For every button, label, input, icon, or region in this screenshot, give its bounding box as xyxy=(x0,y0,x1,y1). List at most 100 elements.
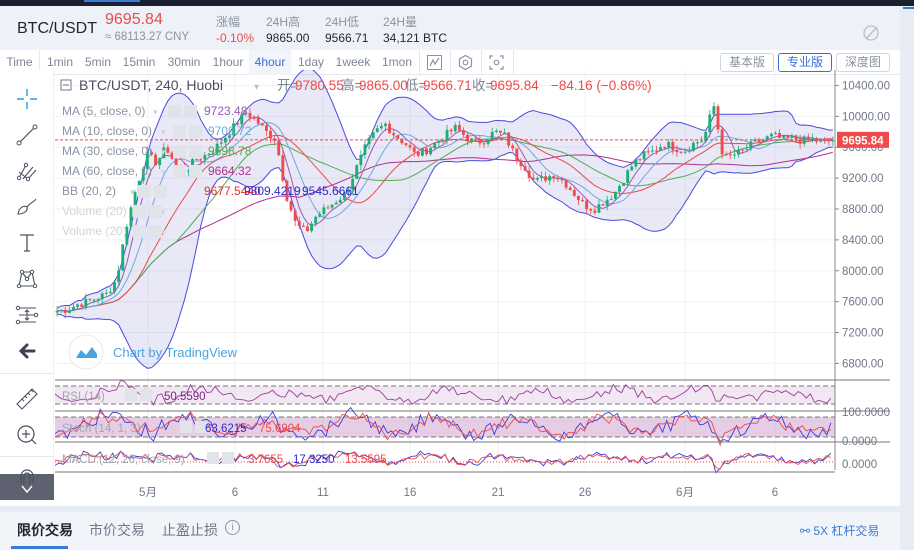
candles xyxy=(55,102,835,319)
indicator-value: 9677.5440 xyxy=(204,184,261,198)
candle-body xyxy=(663,147,667,149)
indicator-value: 9708.72 xyxy=(208,124,252,138)
candle-body xyxy=(667,142,671,148)
info-icon[interactable]: i xyxy=(225,520,240,535)
candle-body xyxy=(285,180,289,201)
interval-4hour[interactable]: 4hour xyxy=(249,50,291,75)
remove-close-icon[interactable] xyxy=(189,125,202,138)
chevron-down-icon: ▾ xyxy=(161,127,166,137)
settings-gear-icon[interactable] xyxy=(180,421,192,433)
fullscreen-icon[interactable] xyxy=(488,54,505,71)
settings-gear-icon[interactable] xyxy=(173,145,186,158)
interval-time[interactable]: Time xyxy=(6,55,33,69)
candle-body xyxy=(256,117,260,124)
collapse-legend-icon[interactable] xyxy=(60,79,72,91)
time-tick-label: 26 xyxy=(579,487,592,499)
gutter-accent xyxy=(903,7,914,9)
candle-body xyxy=(129,207,133,227)
pattern-tool[interactable] xyxy=(13,265,41,293)
remove-close-icon[interactable] xyxy=(149,205,162,218)
magnet-tool[interactable] xyxy=(13,467,41,495)
remove-close-icon[interactable] xyxy=(189,145,202,158)
remove-close-icon[interactable] xyxy=(154,185,167,198)
candle-body xyxy=(486,139,490,144)
candle-body xyxy=(174,158,178,166)
candle-body xyxy=(618,185,621,192)
limit-order-tab[interactable]: 限价交易 xyxy=(17,522,73,538)
interval-1week[interactable]: 1week xyxy=(335,55,371,69)
depth-chart-button[interactable]: 深度图 xyxy=(836,53,890,72)
text-tool[interactable] xyxy=(13,229,41,257)
indicator-icon[interactable] xyxy=(426,54,443,71)
settings-gear-icon[interactable] xyxy=(173,165,186,178)
candle-body xyxy=(186,170,190,172)
ohlc-label: 收= xyxy=(472,78,493,93)
candle-body xyxy=(769,133,773,137)
settings-gear-icon[interactable] xyxy=(133,225,146,238)
remove-close-icon[interactable] xyxy=(195,421,207,433)
candle-body xyxy=(650,150,654,152)
stop-order-tab[interactable]: 止盈止损 xyxy=(162,522,218,538)
fib-retracement-tool[interactable] xyxy=(13,301,41,329)
candle-body xyxy=(408,145,412,148)
trend-line-tool[interactable] xyxy=(13,121,41,149)
candle-body xyxy=(609,199,613,201)
candle-body xyxy=(498,130,502,133)
pro-version-button[interactable]: 专业版 xyxy=(778,53,832,72)
stat-label: 24H高 xyxy=(266,15,301,29)
stat-label: 24H量 xyxy=(383,15,418,29)
back-arrow-tool[interactable] xyxy=(13,337,41,365)
interval-1mon[interactable]: 1mon xyxy=(381,55,413,69)
candle-body xyxy=(675,150,679,153)
indicator-value: 9545.6661 xyxy=(302,184,359,198)
candle-body xyxy=(696,142,699,144)
interval-15min[interactable]: 15min xyxy=(122,55,156,69)
market-order-tab[interactable]: 市价交易 xyxy=(89,522,145,538)
interval-5min[interactable]: 5min xyxy=(84,55,111,69)
eye-slash-icon[interactable] xyxy=(862,24,880,42)
stat-value: 9566.71 xyxy=(325,31,369,45)
settings-gear-icon[interactable] xyxy=(173,125,186,138)
candle-body xyxy=(581,200,584,202)
candle-body xyxy=(490,131,494,140)
brush-tool[interactable] xyxy=(13,193,41,221)
crosshair-tool[interactable] xyxy=(13,85,41,113)
interval-1hour[interactable]: 1hour xyxy=(212,55,244,69)
remove-close-icon[interactable] xyxy=(184,105,197,118)
candle-body xyxy=(145,151,149,170)
settings-gear-icon[interactable] xyxy=(168,105,181,118)
price-tick-label: 10400.00 xyxy=(842,80,890,92)
settings-gear-icon[interactable] xyxy=(125,389,137,401)
settings-gear-icon[interactable] xyxy=(207,452,219,464)
symbol-label[interactable]: BTC/USDT xyxy=(17,20,97,37)
pattern-icon xyxy=(16,269,38,289)
leverage-trading-link[interactable]: ⚯ 5X 杠杆交易 xyxy=(800,522,879,539)
price-chart[interactable]: 10400.0010000.009600.009200.008800.00840… xyxy=(55,70,900,506)
candle-body xyxy=(88,298,92,300)
settings-gear-icon[interactable] xyxy=(138,185,151,198)
basic-version-button[interactable]: 基本版 xyxy=(720,53,774,72)
ohlc-label: 开= xyxy=(277,78,298,93)
settings-gear-icon[interactable] xyxy=(133,205,146,218)
candle-body xyxy=(737,149,740,155)
candle-body xyxy=(306,226,309,231)
candle-body xyxy=(622,183,626,186)
bollinger-mid-line xyxy=(57,134,833,312)
interval-30min[interactable]: 30min xyxy=(167,55,201,69)
candle-body xyxy=(774,132,777,134)
candle-body xyxy=(810,138,814,140)
remove-close-icon[interactable] xyxy=(149,225,162,238)
zoom-in-tool[interactable] xyxy=(13,421,41,449)
remove-close-icon[interactable] xyxy=(140,389,152,401)
candle-body xyxy=(96,299,100,301)
candle-body xyxy=(778,132,782,138)
ma5-line xyxy=(57,116,833,312)
ruler-tool[interactable] xyxy=(13,385,41,413)
settings-hexagon-icon[interactable] xyxy=(457,54,474,71)
remove-close-icon[interactable] xyxy=(222,452,234,464)
interval-1min[interactable]: 1min xyxy=(46,55,73,69)
interval-1day[interactable]: 1day xyxy=(297,55,325,69)
remove-close-icon[interactable] xyxy=(189,165,202,178)
pitchfork-tool[interactable] xyxy=(13,157,41,185)
stat-value: -0.10% xyxy=(216,31,255,45)
